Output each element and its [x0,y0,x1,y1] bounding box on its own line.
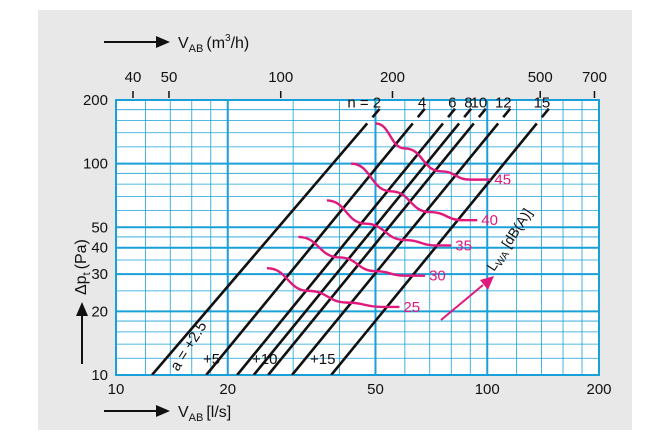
lwa-curve [351,162,478,222]
lwa-arrowhead [480,276,494,290]
a-label: +10 [252,351,277,368]
lwa-curve [375,122,491,181]
bottom-axis-label: VAB [l/s] [178,404,231,424]
x2-tick-label: 40 [125,69,142,86]
x2-tick-label: 200 [380,69,405,86]
bottom-axis-arrowhead [156,405,170,417]
y-axis: Δpt(Pa) [73,239,93,364]
n-line [291,122,500,375]
a-label: +5 [203,351,220,368]
lwa-curves [266,122,491,309]
n-line-tick [502,107,512,119]
top-axis-arrowhead [156,36,170,48]
x2-tick-label: 100 [268,69,293,86]
x-tick-label: 100 [475,381,500,398]
n-line-tick [477,107,487,119]
n-line-tick [447,107,457,119]
n-line [252,122,461,375]
n-label: 4 [418,94,426,111]
bottom-axis: VAB [l/s] [104,404,231,424]
a-label: +15 [310,351,335,368]
lwa-curve-label: 35 [455,237,472,254]
lwa-arrow [440,284,484,321]
lwa-curve-label: 25 [403,299,420,316]
y-axis-arrowhead [76,302,88,316]
tick-labels: 10 20 50 100 200 10 20 30 40 50 100 200 40 50 100 200 50… [83,69,612,398]
n-label: 15 [534,94,551,111]
top-axis: VAB (m3/h) [104,33,249,55]
y-tick-label: 10 [91,367,108,384]
x2-tick-label: 700 [582,69,607,86]
n-label: 10 [471,94,488,111]
lwa-curve [326,199,452,247]
chart-svg: VAB (m3/h) VAB [l/s] Δpt(Pa) 10 20 50 100 2001… [73,33,612,424]
lwa-curve-label: 40 [481,212,498,229]
n-label: 8 [464,94,472,111]
grid [115,99,600,376]
n-line [267,122,475,375]
y-tick-label: 200 [83,92,108,109]
x2-tick-label: 500 [528,69,553,86]
x-tick-label: 10 [108,381,125,398]
n-line-tick [463,107,473,119]
x-tick-label: 200 [586,381,611,398]
y-tick-label: 50 [91,219,108,236]
lwa-curve [298,235,426,277]
n-line [205,122,414,375]
x-tick-label: 50 [367,381,384,398]
n-line [150,122,369,375]
n-label: 12 [495,94,512,111]
y-tick-label: 20 [91,303,108,320]
n-line [236,122,445,375]
n-lines [150,122,538,375]
x2-tick-label: 50 [161,69,178,86]
y-axis-label: Δpt(Pa) [73,239,93,295]
y-tick-label: 100 [83,156,108,173]
n-line [330,122,538,375]
lwa-curve-label: 30 [429,268,446,285]
y-tick-label: 30 [91,266,108,283]
n-line-tick [416,107,426,119]
plot-frame [115,99,600,376]
y-tick-label: 40 [91,240,108,257]
n-line-tick [540,107,550,119]
x-tick-label: 20 [219,381,236,398]
n-label: 6 [448,94,456,111]
top-axis-label: VAB (m3/h) [178,33,249,55]
lwa-curve [266,267,400,309]
n-label: n = 2 [347,95,381,112]
n-line-tick [371,108,381,119]
chart-panel: VAB (m3/h) VAB [l/s] Δpt(Pa) 10 20 50 100 200 1… [38,10,632,430]
lwa-curve-label: 45 [494,172,511,189]
